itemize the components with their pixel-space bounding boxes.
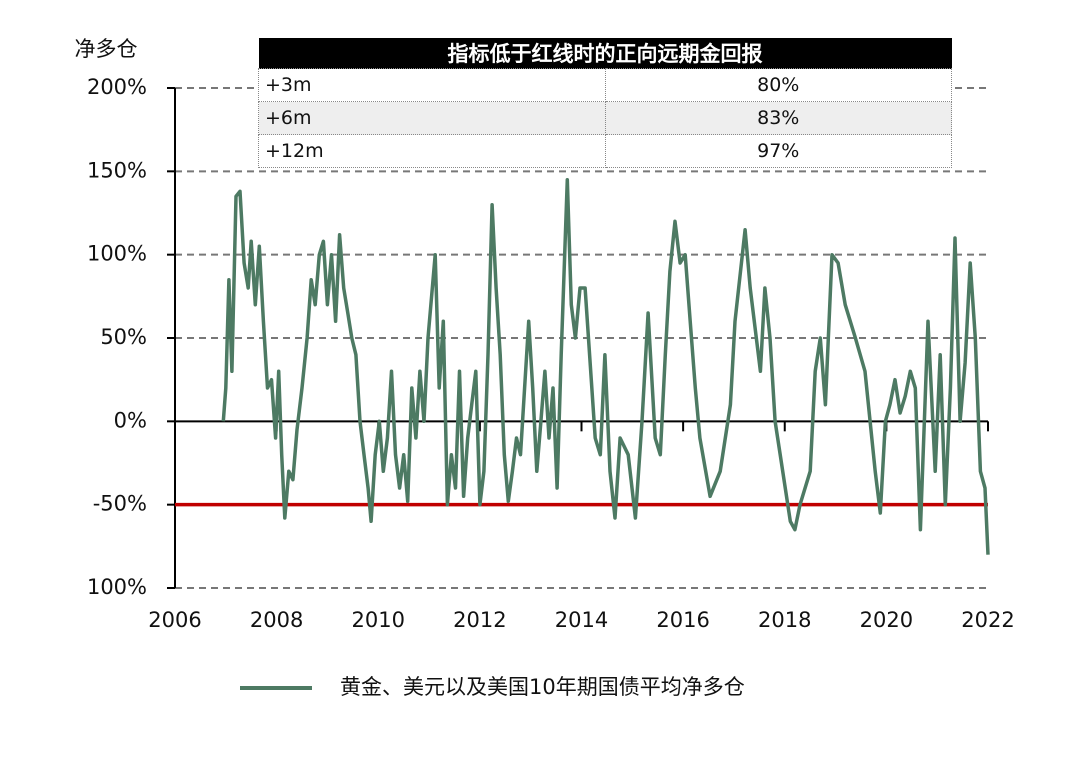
table-row: +12m 97% [258, 134, 952, 168]
table-horizon: +3m [258, 68, 606, 102]
table-title: 指标低于红线时的正向远期金回报 [258, 38, 952, 69]
y-tick-label: 50% [100, 325, 147, 349]
x-tick-label: 2020 [860, 608, 913, 632]
table: 指标低于红线时的正向远期金回报 +3m 80% +6m 83% +12m 97% [258, 38, 952, 168]
y-tick-label: 200% [87, 75, 147, 99]
x-tick-label: 2014 [555, 608, 608, 632]
table-row: +3m 80% [258, 68, 952, 102]
y-tick-label: 100% [87, 242, 147, 266]
x-tick-label: 2006 [148, 608, 201, 632]
y-axis-label: 净多仓 [75, 37, 138, 61]
x-tick-label: 2012 [453, 608, 506, 632]
x-tick-label: 2010 [352, 608, 405, 632]
table-value: 83% [604, 101, 952, 135]
x-tick-label: 2008 [250, 608, 303, 632]
table-horizon: +6m [258, 101, 606, 135]
y-tick-label: 150% [87, 158, 147, 182]
x-tick-label: 2016 [656, 608, 709, 632]
table-horizon: +12m [258, 134, 606, 168]
table-row: +6m 83% [258, 101, 952, 135]
table-value: 80% [604, 68, 952, 102]
y-tick-label: 0% [114, 408, 147, 432]
y-tick-label: 100% [87, 575, 147, 599]
legend-label: 黄金、美元以及美国10年期国债平均净多仓 [340, 675, 745, 699]
table-value: 97% [604, 134, 952, 168]
data-line [221, 177, 990, 555]
y-tick-label: -50% [93, 492, 147, 516]
x-tick-label: 2022 [961, 608, 1014, 632]
x-tick-label: 2018 [758, 608, 811, 632]
